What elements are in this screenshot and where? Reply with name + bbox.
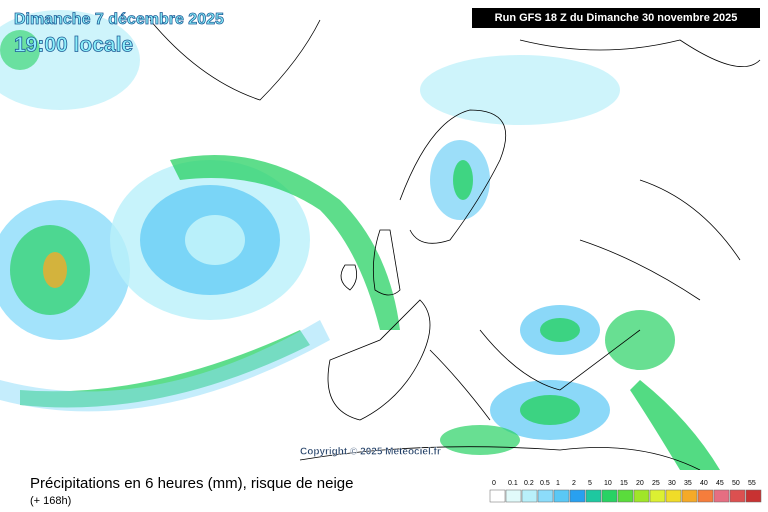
- legend-swatch: [617, 489, 634, 503]
- precipitation-field: [0, 10, 720, 470]
- legend-label: 25: [652, 480, 660, 487]
- legend-label: 1: [556, 480, 560, 487]
- legend-label: 0.5: [540, 480, 550, 487]
- legend-label: 20: [636, 480, 644, 487]
- legend-swatch: [553, 489, 570, 503]
- legend-swatch: [521, 489, 538, 503]
- legend-label: 35: [684, 480, 692, 487]
- legend-label: 15: [620, 480, 628, 487]
- forecast-time: 19:00 locale: [14, 34, 133, 57]
- legend-label: 55: [748, 480, 756, 487]
- legend-swatch: [681, 489, 698, 503]
- legend-swatch: [713, 489, 730, 503]
- run-box: [472, 8, 760, 28]
- run-info: Run GFS 18 Z du Dimanche 30 novembre 202…: [495, 12, 738, 24]
- legend-swatch: [489, 489, 506, 503]
- forecast-date: Dimanche 7 décembre 2025: [14, 11, 224, 28]
- legend-swatch: [665, 489, 682, 503]
- legend-swatch: [585, 489, 602, 503]
- legend-label: 45: [716, 480, 724, 487]
- legend-swatch: [569, 489, 586, 503]
- lead-time: (+ 168h): [30, 495, 71, 507]
- legend-label: 0: [492, 480, 496, 487]
- legend-label: 0.1: [508, 480, 518, 487]
- legend-swatch: [537, 489, 554, 503]
- legend-label: 30: [668, 480, 676, 487]
- copyright: Copyright © 2025 Meteociel.fr: [300, 447, 441, 458]
- legend-swatch: [729, 489, 746, 503]
- coastlines: [149, 19, 761, 471]
- legend-label: 2: [572, 480, 576, 487]
- legend-swatch: [697, 489, 714, 503]
- legend-swatch: [601, 489, 618, 503]
- legend-label: 50: [732, 480, 740, 487]
- legend-swatch: [505, 489, 522, 503]
- legend-swatch: [745, 489, 762, 503]
- legend-label: 5: [588, 480, 592, 487]
- legend-swatch: [633, 489, 650, 503]
- legend-label: 0.2: [524, 480, 534, 487]
- footer-title: Précipitations en 6 heures (mm), risque …: [30, 475, 354, 492]
- legend-swatch: [649, 489, 666, 503]
- legend-label: 10: [604, 480, 612, 487]
- legend: 0 0.1 0.2 0.5 1 2 5 10 15 20 25 30 35 40 45 50 55: [489, 480, 762, 503]
- legend-label: 40: [700, 480, 708, 487]
